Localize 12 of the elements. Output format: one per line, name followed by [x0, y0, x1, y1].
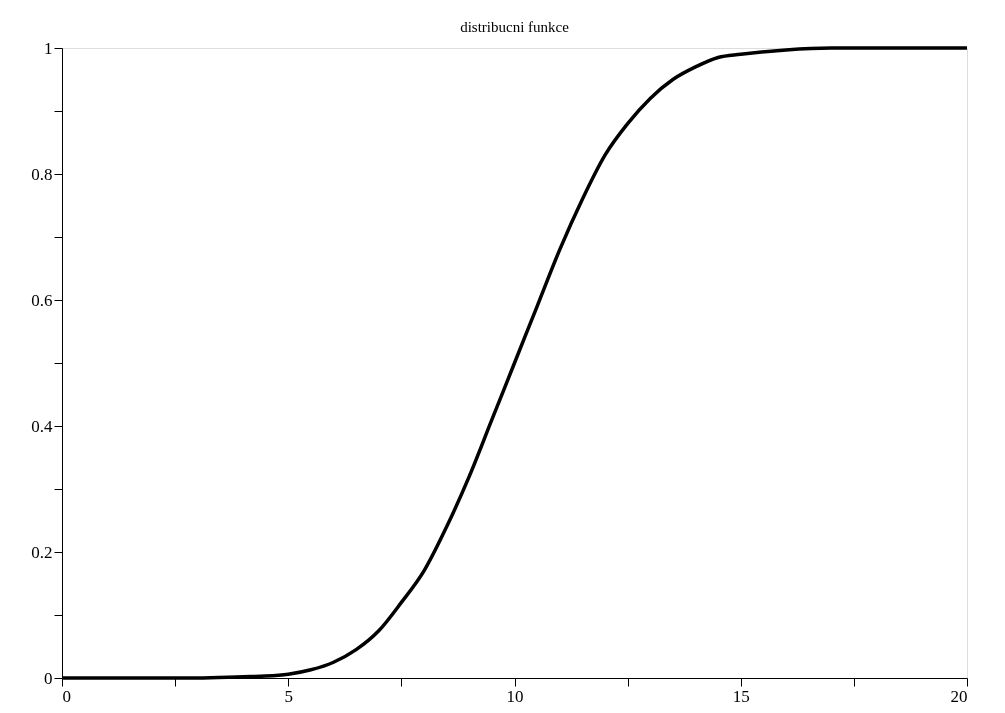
chart-title: distribucni funkce [460, 19, 570, 35]
x-tick-label: 10 [506, 686, 524, 706]
y-tick-label: 0.2 [31, 542, 53, 562]
x-tick-label: 20 [950, 686, 968, 706]
y-tick-label: 0.4 [31, 416, 53, 436]
y-tick-label: 0.6 [31, 290, 53, 310]
x-tick-label: 5 [284, 686, 293, 706]
x-tick-label: 0 [62, 686, 71, 706]
y-tick-label: 0 [44, 668, 53, 688]
x-tick-label: 15 [732, 686, 750, 706]
y-tick-label: 0.8 [31, 164, 53, 184]
y-tick-label: 1 [44, 38, 53, 58]
